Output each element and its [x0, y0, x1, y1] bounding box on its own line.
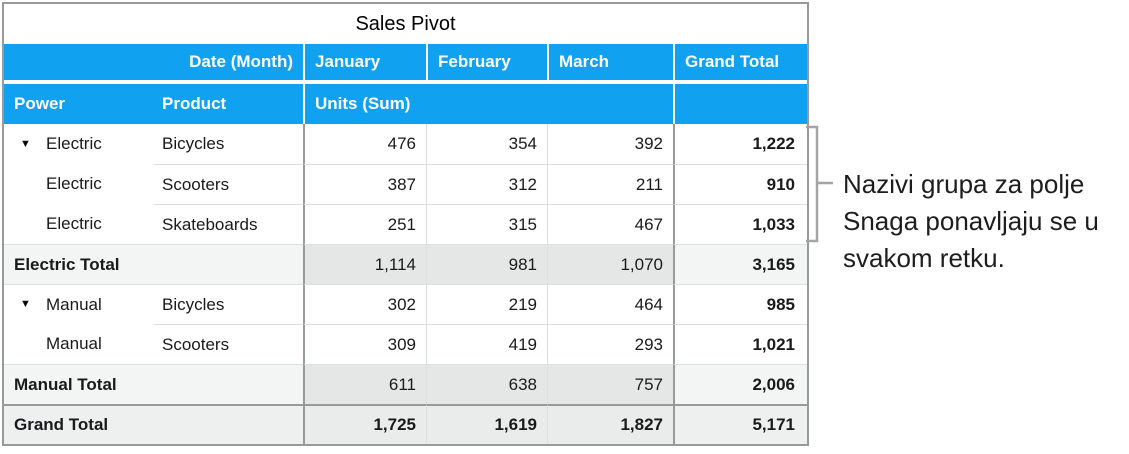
cell-value[interactable]: 1,619	[426, 404, 547, 444]
disclosure-triangle-icon[interactable]: ▼	[20, 298, 31, 310]
cell-product[interactable]: Bicycles	[154, 284, 303, 324]
cell-grand-total-value[interactable]: 910	[673, 164, 807, 204]
cell-total-label[interactable]: Grand Total	[4, 404, 303, 444]
header-gap	[4, 80, 807, 84]
header-grand-total[interactable]: Grand Total	[673, 44, 807, 80]
header-units-sum[interactable]: Units (Sum)	[303, 84, 673, 124]
disclosure-triangle-icon[interactable]: ▼	[20, 137, 31, 150]
header-grand-total-empty	[673, 84, 807, 124]
cell-product[interactable]: Skateboards	[154, 204, 303, 244]
table-row: ▼ Manual Bicycles 302 219 464 985	[4, 284, 807, 324]
table-row: Electric Scooters 387 312 211 910	[4, 164, 807, 204]
cell-value[interactable]: 638	[426, 364, 547, 404]
header-february[interactable]: February	[426, 44, 547, 80]
cell-product[interactable]: Scooters	[154, 164, 303, 204]
header-power[interactable]: Power	[14, 94, 66, 113]
cell-power-group[interactable]: ▼ Manual	[4, 284, 154, 324]
cell-value[interactable]: 309	[303, 324, 426, 364]
table-title: Sales Pivot	[355, 12, 456, 35]
header-date-month[interactable]: Date (Month)	[189, 52, 293, 71]
table-body: ▼ Electric Bicycles 476 354 392 1,222 Electric S…	[4, 124, 807, 444]
cell-power-label: Manual	[46, 334, 102, 353]
cell-value[interactable]: 464	[547, 284, 673, 324]
cell-grand-total-value[interactable]: 3,165	[673, 244, 807, 284]
cell-value[interactable]: 392	[547, 124, 673, 164]
cell-grand-total-value[interactable]: 1,021	[673, 324, 807, 364]
cell-grand-total-value[interactable]: 1,222	[673, 124, 807, 164]
cell-value[interactable]: 315	[426, 204, 547, 244]
annotation-line: Snaga ponavljaju se u	[843, 206, 1099, 236]
cell-value[interactable]: 467	[547, 204, 673, 244]
cell-value[interactable]: 211	[547, 164, 673, 204]
cell-value[interactable]: 387	[303, 164, 426, 204]
annotation-line: svakom retku.	[843, 243, 1005, 273]
callout-bracket	[806, 125, 833, 243]
table-row: Grand Total 1,725 1,619 1,827 5,171	[4, 404, 807, 444]
annotation-text: Nazivi grupa za polje Snaga ponavljaju s…	[843, 166, 1123, 277]
cell-power-label: Electric	[46, 174, 102, 193]
cell-grand-total-value[interactable]: 5,171	[673, 404, 807, 444]
cell-grand-total-value[interactable]: 1,033	[673, 204, 807, 244]
cell-grand-total-value[interactable]: 2,006	[673, 364, 807, 404]
table-row: ▼ Electric Bicycles 476 354 392 1,222	[4, 124, 807, 164]
cell-value[interactable]: 1,725	[303, 404, 426, 444]
table-row: Electric Total 1,114 981 1,070 3,165	[4, 244, 807, 284]
cell-value[interactable]: 219	[426, 284, 547, 324]
cell-value[interactable]: 981	[426, 244, 547, 284]
cell-value[interactable]: 251	[303, 204, 426, 244]
header-march[interactable]: March	[547, 44, 673, 80]
header-row-fields: Power Product Units (Sum)	[4, 84, 807, 124]
cell-value[interactable]: 419	[426, 324, 547, 364]
cell-power-label: Electric	[46, 134, 102, 153]
cell-power-label: Manual	[46, 294, 102, 314]
cell-total-label[interactable]: Manual Total	[4, 364, 303, 404]
cell-value[interactable]: 476	[303, 124, 426, 164]
cell-grand-total-value[interactable]: 985	[673, 284, 807, 324]
cell-value[interactable]: 757	[547, 364, 673, 404]
cell-value[interactable]: 312	[426, 164, 547, 204]
annotation-line: Nazivi grupa za polje	[843, 169, 1085, 199]
header-product[interactable]: Product	[162, 94, 227, 113]
header-january[interactable]: January	[303, 44, 426, 80]
cell-power-label: Electric	[46, 214, 102, 233]
cell-power-group[interactable]: Manual	[4, 324, 154, 364]
table-row: Electric Skateboards 251 315 467 1,033	[4, 204, 807, 244]
cell-power-group[interactable]: Electric	[4, 204, 154, 244]
cell-power-group[interactable]: Electric	[4, 164, 154, 204]
header-row-months: Date (Month) January February March Gran…	[4, 44, 807, 80]
cell-value[interactable]: 302	[303, 284, 426, 324]
cell-value[interactable]: 354	[426, 124, 547, 164]
cell-value[interactable]: 1,070	[547, 244, 673, 284]
table-row: Manual Total 611 638 757 2,006	[4, 364, 807, 404]
cell-total-label[interactable]: Electric Total	[4, 244, 303, 284]
cell-value[interactable]: 293	[547, 324, 673, 364]
cell-value[interactable]: 1,827	[547, 404, 673, 444]
cell-value[interactable]: 1,114	[303, 244, 426, 284]
pivot-table: Sales Pivot Date (Month) January Februar…	[2, 2, 809, 446]
cell-power-group[interactable]: ▼ Electric	[4, 124, 154, 164]
cell-product[interactable]: Scooters	[154, 324, 303, 364]
cell-value[interactable]: 611	[303, 364, 426, 404]
cell-product[interactable]: Bicycles	[154, 124, 303, 164]
table-row: Manual Scooters 309 419 293 1,021	[4, 324, 807, 364]
